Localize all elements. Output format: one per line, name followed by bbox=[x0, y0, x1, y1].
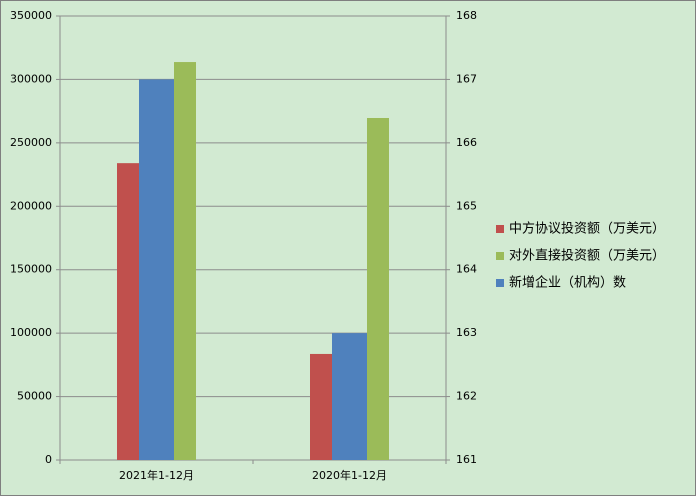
legend-swatch bbox=[496, 252, 504, 260]
x-tick-label: 2021年1-12月 bbox=[119, 468, 194, 482]
y-tick-label: 0 bbox=[45, 453, 52, 466]
bar bbox=[367, 117, 389, 461]
y2-tick-label: 162 bbox=[456, 390, 477, 403]
legend-label: 对外直接投资额（万美元） bbox=[509, 248, 665, 264]
legend-swatch bbox=[496, 279, 504, 287]
y-tick-label: 350000 bbox=[10, 9, 52, 22]
y-tick-label: 250000 bbox=[10, 136, 52, 149]
y2-tick-label: 161 bbox=[456, 453, 477, 466]
y2-tick-label: 167 bbox=[456, 72, 477, 85]
y2-tick-label: 168 bbox=[456, 9, 477, 22]
y-tick-label: 300000 bbox=[10, 72, 52, 85]
bar bbox=[117, 163, 139, 460]
y-tick-label: 100000 bbox=[10, 326, 52, 339]
x-tick-label: 2020年1-12月 bbox=[312, 468, 387, 482]
y2-tick-label: 164 bbox=[456, 263, 477, 276]
bar bbox=[332, 333, 367, 460]
legend-swatch bbox=[496, 225, 504, 233]
legend-label: 中方协议投资额（万美元） bbox=[509, 221, 665, 237]
bar bbox=[310, 353, 332, 460]
legend-label: 新增企业（机构）数 bbox=[509, 275, 626, 291]
y2-tick-label: 165 bbox=[456, 199, 477, 212]
y-tick-label: 200000 bbox=[10, 199, 52, 212]
bar bbox=[139, 79, 174, 460]
y2-tick-label: 166 bbox=[456, 136, 477, 149]
y2-tick-label: 163 bbox=[456, 326, 477, 339]
y-tick-label: 50000 bbox=[17, 390, 52, 403]
y-tick-label: 150000 bbox=[10, 263, 52, 276]
bar bbox=[174, 62, 196, 461]
